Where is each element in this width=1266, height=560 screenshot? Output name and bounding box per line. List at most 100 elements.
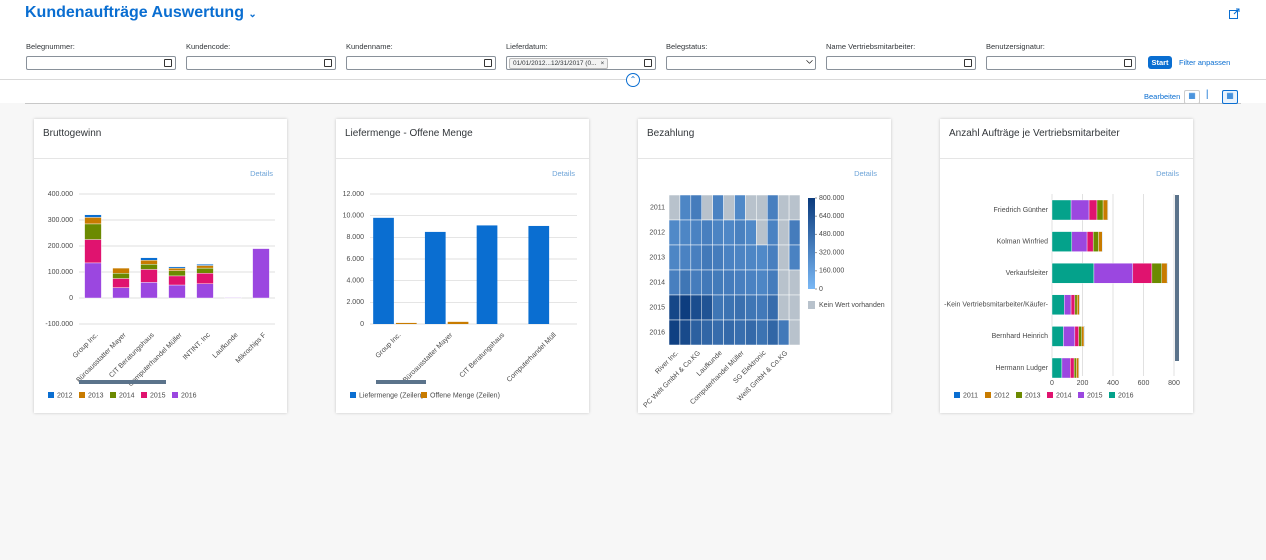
bar-segment (1051, 326, 1064, 347)
token-remove[interactable]: × (600, 60, 605, 67)
filter-input[interactable] (986, 56, 1136, 70)
card-title[interactable]: Liefermenge - Offene Menge (345, 128, 473, 139)
heat-cell (777, 319, 790, 346)
heat-cell (723, 294, 735, 321)
details-link[interactable]: Details (250, 169, 273, 178)
x-tick-label: 800 (1168, 380, 1180, 387)
page-title[interactable]: Kundenaufträge Auswertung ⌄ (25, 4, 257, 21)
filter-input[interactable] (186, 56, 336, 70)
heat-cell (777, 219, 790, 246)
start-button[interactable]: Start (1148, 56, 1172, 69)
edit-link[interactable]: Bearbeiten (1144, 92, 1181, 101)
bar-segment (196, 267, 214, 274)
filter-input[interactable] (26, 56, 176, 70)
heat-cell (745, 294, 757, 321)
bar (447, 321, 469, 324)
bar-segment (1081, 326, 1085, 347)
bar-segment (1088, 199, 1098, 221)
bar-segment (140, 260, 158, 265)
value-help-icon[interactable] (164, 59, 172, 67)
x-tick-label: Büroausstatter Mayer (75, 331, 128, 384)
x-tick-label: Laufkunde (212, 332, 240, 360)
x-tick-label: CIT Beratungshaus (459, 331, 507, 379)
card-title[interactable]: Bruttogewinn (43, 128, 102, 139)
bar-segment (1096, 199, 1104, 221)
null-label: Kein Wert vorhanden (819, 302, 885, 309)
details-link[interactable]: Details (1156, 169, 1179, 178)
bar-segment (84, 214, 102, 218)
heat-cell (690, 319, 702, 346)
heat-cell (756, 219, 768, 246)
x-tick-label: INTINT. Inc (182, 331, 212, 361)
share-icon[interactable] (1228, 8, 1240, 20)
heat-cell (767, 244, 779, 271)
details-link[interactable]: Details (552, 169, 575, 178)
filter-label: Lieferdatum: (506, 42, 548, 51)
heat-cell (734, 269, 746, 296)
heat-cell (668, 244, 681, 271)
color-scale (808, 198, 815, 289)
heat-cell (767, 269, 779, 296)
table-view-button[interactable]: ▦ (1184, 90, 1200, 104)
heat-cell (668, 269, 681, 296)
toolbar-line (25, 103, 1241, 104)
bar-segment (252, 248, 270, 299)
card-title[interactable]: Bezahlung (647, 128, 695, 139)
scrollbar (79, 380, 166, 384)
bar-segment (1070, 357, 1075, 379)
y-tick-label: 400.000 (48, 191, 73, 198)
card-view-button[interactable]: ▦ (1222, 90, 1238, 104)
legend-label: 2013 (1025, 392, 1041, 399)
filter-input[interactable]: 01/01/2012...12/31/2017 (0... × (506, 56, 656, 70)
legend-swatch (1078, 392, 1084, 398)
dropdown-icon[interactable] (805, 56, 814, 65)
filter-input[interactable] (346, 56, 496, 70)
filter-input[interactable] (826, 56, 976, 70)
row-label: 2015 (649, 304, 665, 311)
value-help-icon[interactable] (324, 59, 332, 67)
heat-cell (777, 294, 790, 321)
value-help-icon[interactable] (484, 59, 492, 67)
card-divider (336, 158, 589, 159)
heat-cell (767, 294, 779, 321)
bar-segment (140, 269, 158, 283)
heat-cell (745, 269, 757, 296)
filter-token[interactable]: 01/01/2012...12/31/2017 (0... × (509, 58, 609, 69)
value-help-icon[interactable] (964, 59, 972, 67)
x-tick-label: Group Inc. (375, 332, 403, 360)
bar-segment (168, 275, 186, 286)
filter-label: Kundencode: (186, 42, 231, 51)
bar-segment (1070, 294, 1076, 316)
value-help-icon[interactable] (1124, 59, 1132, 67)
scrollbar (1175, 195, 1179, 361)
legend-label: 2014 (119, 392, 135, 399)
chart-view-button[interactable]: ▏ (1206, 90, 1214, 99)
heat-cell (723, 269, 735, 296)
filter-label: Kundenname: (346, 42, 393, 51)
collapse-button[interactable]: ⌃ (626, 73, 640, 87)
heat-cell (788, 269, 801, 296)
heat-cell (701, 219, 713, 246)
heat-cell (767, 219, 779, 246)
chart: 0 2.000 4.000 6.000 8.000 10.000 12.000 Group I… (343, 191, 577, 399)
bar-segment (168, 267, 186, 271)
token-text: 01/01/2012...12/31/2017 (0... (513, 60, 597, 67)
y-tick-label: Friedrich Günther (994, 207, 1049, 214)
card: Bezahlung Details 2011 2012 2013 2014 2015 2016… (638, 119, 891, 413)
adapt-filters[interactable]: Filter anpassen (1179, 58, 1231, 67)
heat-cell (734, 244, 746, 271)
heat-cell (723, 194, 735, 221)
row-label: 2016 (649, 329, 665, 336)
card-title[interactable]: Anzahl Aufträge je Vertriebsmitarbeiter (949, 128, 1120, 139)
bar-segment (1076, 357, 1079, 379)
y-tick-label: Hermann Ludger (995, 365, 1048, 372)
details-link[interactable]: Details (854, 169, 877, 178)
bar-segment (1070, 199, 1090, 221)
bar-segment (1093, 262, 1134, 284)
title-text[interactable]: Kundenaufträge Auswertung (25, 4, 244, 21)
bar-segment (1078, 326, 1082, 347)
value-help-icon[interactable] (644, 59, 652, 67)
card-divider (34, 158, 287, 159)
y-tick-label: 8.000 (346, 234, 364, 241)
filter-input[interactable] (666, 56, 816, 70)
